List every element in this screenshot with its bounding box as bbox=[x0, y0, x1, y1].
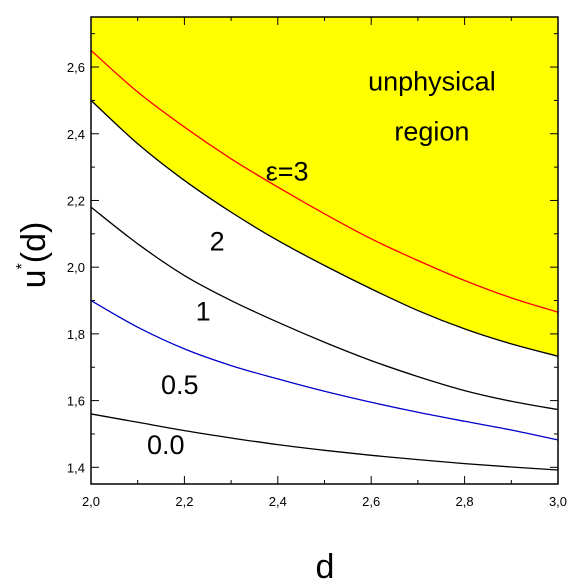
y-tick-label: 1,6 bbox=[67, 394, 85, 409]
x-tick-label: 2,0 bbox=[82, 494, 100, 509]
x-tick-label: 2,8 bbox=[456, 494, 474, 509]
y-tick-label: 2,6 bbox=[67, 60, 85, 75]
y-tick-label: 1,4 bbox=[67, 460, 85, 475]
x-axis-title: d bbox=[316, 548, 335, 585]
curve-3 bbox=[90, 99, 559, 357]
x-tick-label: 3,0 bbox=[549, 494, 567, 509]
labels-layer: 2,0 2,2 2,4 2,6 2,8 3,0 1,4 1,6 1,8 2,0 2,2 2,4 2,6 ε… bbox=[67, 60, 567, 509]
y-axis-title-group: u*(d) bbox=[14, 222, 53, 289]
y-tick-label: 2,2 bbox=[67, 193, 85, 208]
x-tick-label: 2,6 bbox=[362, 494, 380, 509]
y-tick-label: 2,4 bbox=[67, 127, 85, 142]
y-axis-title-superscript: * bbox=[14, 263, 31, 269]
y-axis-title-base: u bbox=[15, 269, 53, 288]
curve-1 bbox=[90, 299, 559, 441]
curve-4 bbox=[90, 49, 559, 313]
region-label-line1: unphysical bbox=[368, 66, 496, 96]
curves-layer bbox=[90, 49, 559, 471]
curve-2 bbox=[90, 206, 559, 411]
curve-label: ε=3 bbox=[266, 156, 309, 186]
curve-label: 0.0 bbox=[147, 430, 185, 460]
x-tick-label: 2,2 bbox=[175, 494, 193, 509]
y-axis-title: u*(d) bbox=[14, 222, 53, 289]
y-axis-title-suffix: (d) bbox=[15, 222, 53, 264]
y-tick-label: 2,0 bbox=[67, 260, 85, 275]
y-tick-label: 1,8 bbox=[67, 327, 85, 342]
curve-0 bbox=[90, 413, 559, 471]
curve-label: 0.5 bbox=[161, 370, 199, 400]
curve-label: 1 bbox=[196, 297, 211, 327]
curve-label: 2 bbox=[210, 227, 225, 257]
ticks-layer bbox=[90, 17, 559, 484]
x-tick-label: 2,4 bbox=[269, 494, 287, 509]
region-label-line2: region bbox=[394, 116, 469, 146]
